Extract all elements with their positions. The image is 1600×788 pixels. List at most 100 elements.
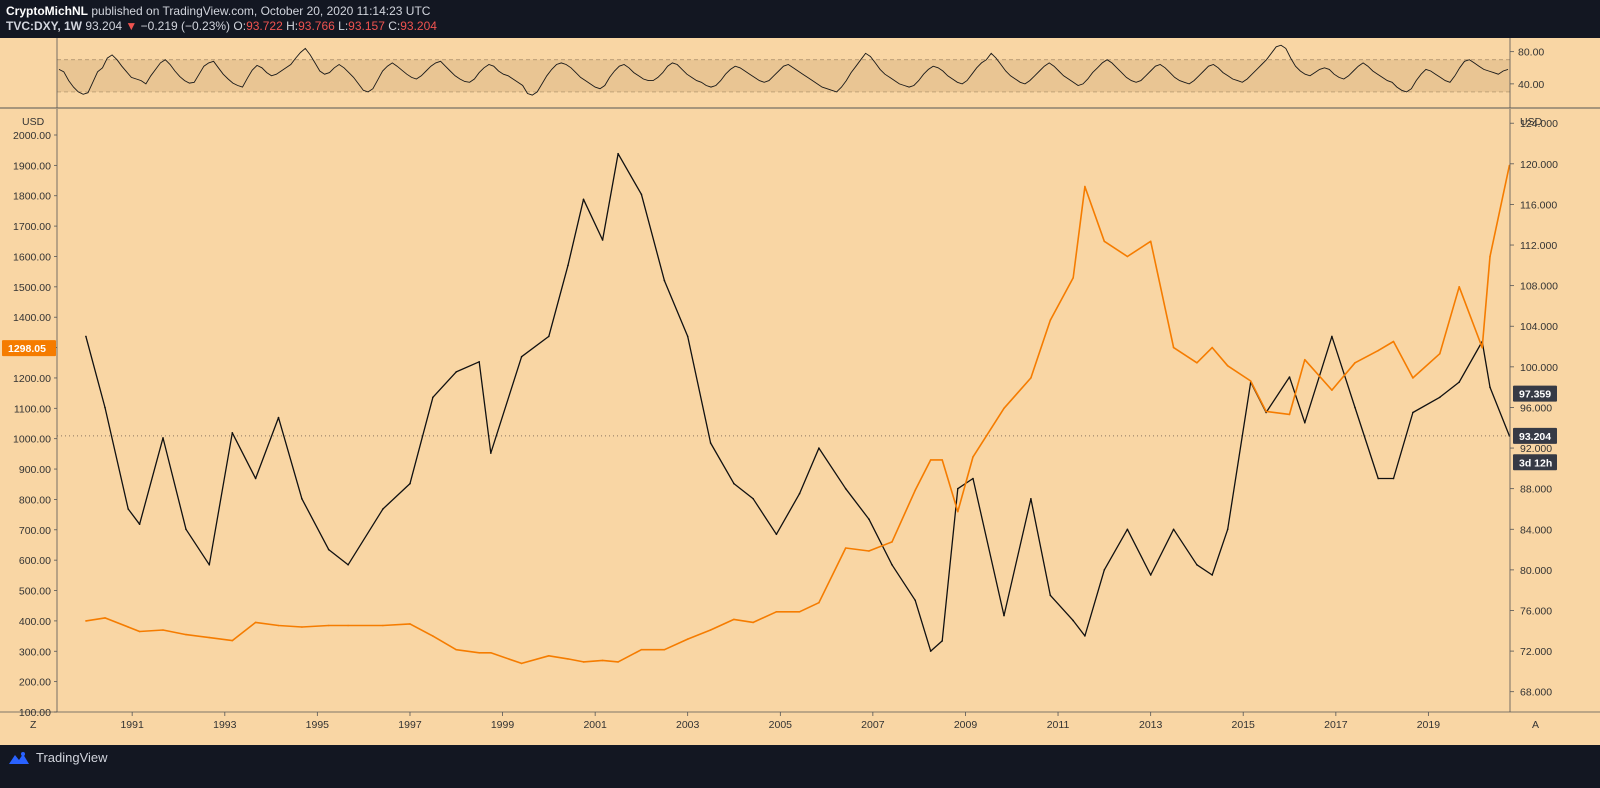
left-tick-label: 200.00 (19, 677, 51, 689)
dxy-data-point (733, 482, 735, 485)
oscillator-tick-label: 40.00 (1518, 79, 1544, 91)
gold-data-point (1249, 380, 1252, 382)
dxy-data-point (1196, 564, 1198, 566)
gold-data-point (104, 617, 106, 619)
dxy-data-point (301, 498, 303, 500)
dxy-data-point (640, 193, 643, 196)
dxy-data-point (1489, 386, 1491, 389)
dxy-data-point (972, 477, 974, 480)
gold-data-point (520, 662, 523, 665)
dxy-data-point (1149, 574, 1152, 576)
dxy-data-point (490, 452, 492, 454)
dxy-data-point (686, 335, 689, 338)
gold-data-point (601, 659, 604, 662)
price-tag-background (1513, 427, 1557, 444)
left-unit-label: USD (22, 116, 45, 128)
dxy-data-point (185, 528, 187, 531)
dxy-data-point (382, 508, 384, 510)
dxy-data-point (478, 361, 481, 363)
gold-data-point (185, 633, 187, 636)
dxy-data-point (1103, 569, 1106, 571)
dxy-data-point (1377, 477, 1379, 480)
gold-data-point (798, 611, 801, 613)
x-tick-label: 2007 (861, 719, 885, 731)
tradingview-brand[interactable]: TradingView (8, 750, 108, 765)
gold-data-point (582, 661, 585, 663)
gold-data-point (941, 459, 943, 461)
dxy-data-point (709, 442, 712, 444)
low-label: L: (338, 19, 349, 33)
x-tick-label: 2003 (676, 719, 700, 731)
dxy-data-point (85, 335, 87, 338)
gold-data-point (567, 658, 569, 660)
author-name[interactable]: CryptoMichNL (6, 4, 88, 18)
main-pane[interactable] (57, 152, 1511, 665)
publish-info: published on TradingView.com, October 20… (91, 4, 431, 18)
gold-data-point (1354, 362, 1356, 364)
oscillator-line[interactable] (58, 44, 1509, 96)
x-tick-label: 2019 (1417, 719, 1441, 731)
gold-data-point (490, 652, 492, 654)
dxy-data-point (347, 564, 349, 566)
price-change: −0.219 (−0.23%) (140, 19, 231, 33)
left-tick-label: 1900.00 (13, 160, 51, 172)
left-tick-label: 300.00 (19, 646, 51, 658)
left-tick-label: 400.00 (19, 616, 51, 628)
right-tick-label: 100.000 (1520, 362, 1558, 374)
gold-data-point (775, 611, 778, 613)
right-tick-label: 104.000 (1520, 321, 1558, 333)
dxy-data-point (1226, 528, 1229, 531)
left-tick-label: 1000.00 (13, 434, 51, 446)
gold-data-point (138, 630, 141, 633)
left-tick-label: 1600.00 (13, 251, 51, 263)
left-tick-label: 1100.00 (14, 403, 51, 415)
auto-scale-button[interactable]: A (1532, 719, 1539, 731)
gold-data-point (617, 661, 619, 663)
oscillator-pane[interactable]: 80.00 40.00 (56, 38, 1544, 108)
gold-data-point (1196, 362, 1198, 364)
gold-data-point (1481, 346, 1483, 349)
right-tick-label: 80.000 (1520, 565, 1552, 577)
dxy-data-point (104, 406, 106, 409)
low-value: 93.157 (348, 19, 385, 33)
price-tag-background (2, 340, 56, 357)
gold-price-line[interactable] (85, 165, 1511, 665)
dxy-data-point (1126, 528, 1129, 531)
chart-area[interactable]: 80.00 40.00 USD USD 2000.00 1900.00 1800.00 17… (0, 38, 1600, 745)
footer-bar: TradingView (0, 745, 1600, 788)
tradingview-logo-icon (9, 751, 29, 764)
gold-data-point (929, 459, 932, 461)
left-tick-label: 1800.00 (13, 191, 51, 203)
x-tick-label: 2001 (583, 719, 607, 731)
gold-data-point (1265, 410, 1267, 413)
symbol-label[interactable]: TVC:DXY, 1W (6, 19, 83, 33)
zoom-reset-button[interactable]: Z (30, 719, 37, 731)
oscillator-tick-label: 80.00 (1518, 47, 1544, 59)
right-tick-label: 84.000 (1520, 524, 1552, 536)
gold-data-point (891, 541, 893, 543)
left-tick-label: 800.00 (19, 494, 51, 506)
gold-data-point (301, 626, 303, 628)
x-tick-label: 1993 (213, 719, 237, 731)
gold-data-point (1331, 389, 1333, 391)
right-tick-label: 72.000 (1520, 646, 1552, 658)
left-tick-label: 500.00 (19, 586, 51, 598)
x-tick-label: 2013 (1139, 719, 1163, 731)
dxy-data-point (1331, 335, 1333, 338)
dxy-data-point (1030, 498, 1032, 500)
publish-line: CryptoMichNL published on TradingView.co… (6, 4, 430, 18)
high-label: H: (286, 19, 299, 33)
gold-data-point (478, 652, 481, 654)
dxy-data-point (277, 416, 280, 419)
left-tick-label: 1400.00 (13, 312, 51, 324)
gold-data-point (868, 550, 870, 552)
gold-data-point (1226, 365, 1229, 367)
gold-data-point (1439, 352, 1441, 355)
right-tick-label: 124.000 (1520, 118, 1558, 130)
gold-data-point (752, 621, 754, 624)
price-tag-label: 93.204 (1519, 431, 1551, 443)
gold-data-point (1172, 346, 1175, 349)
ohlc-line: TVC:DXY, 1W 93.204 ▼ −0.219 (−0.23%) O:9… (6, 19, 437, 33)
gold-data-point (1489, 255, 1491, 258)
dxy-price-line[interactable] (85, 153, 1511, 652)
